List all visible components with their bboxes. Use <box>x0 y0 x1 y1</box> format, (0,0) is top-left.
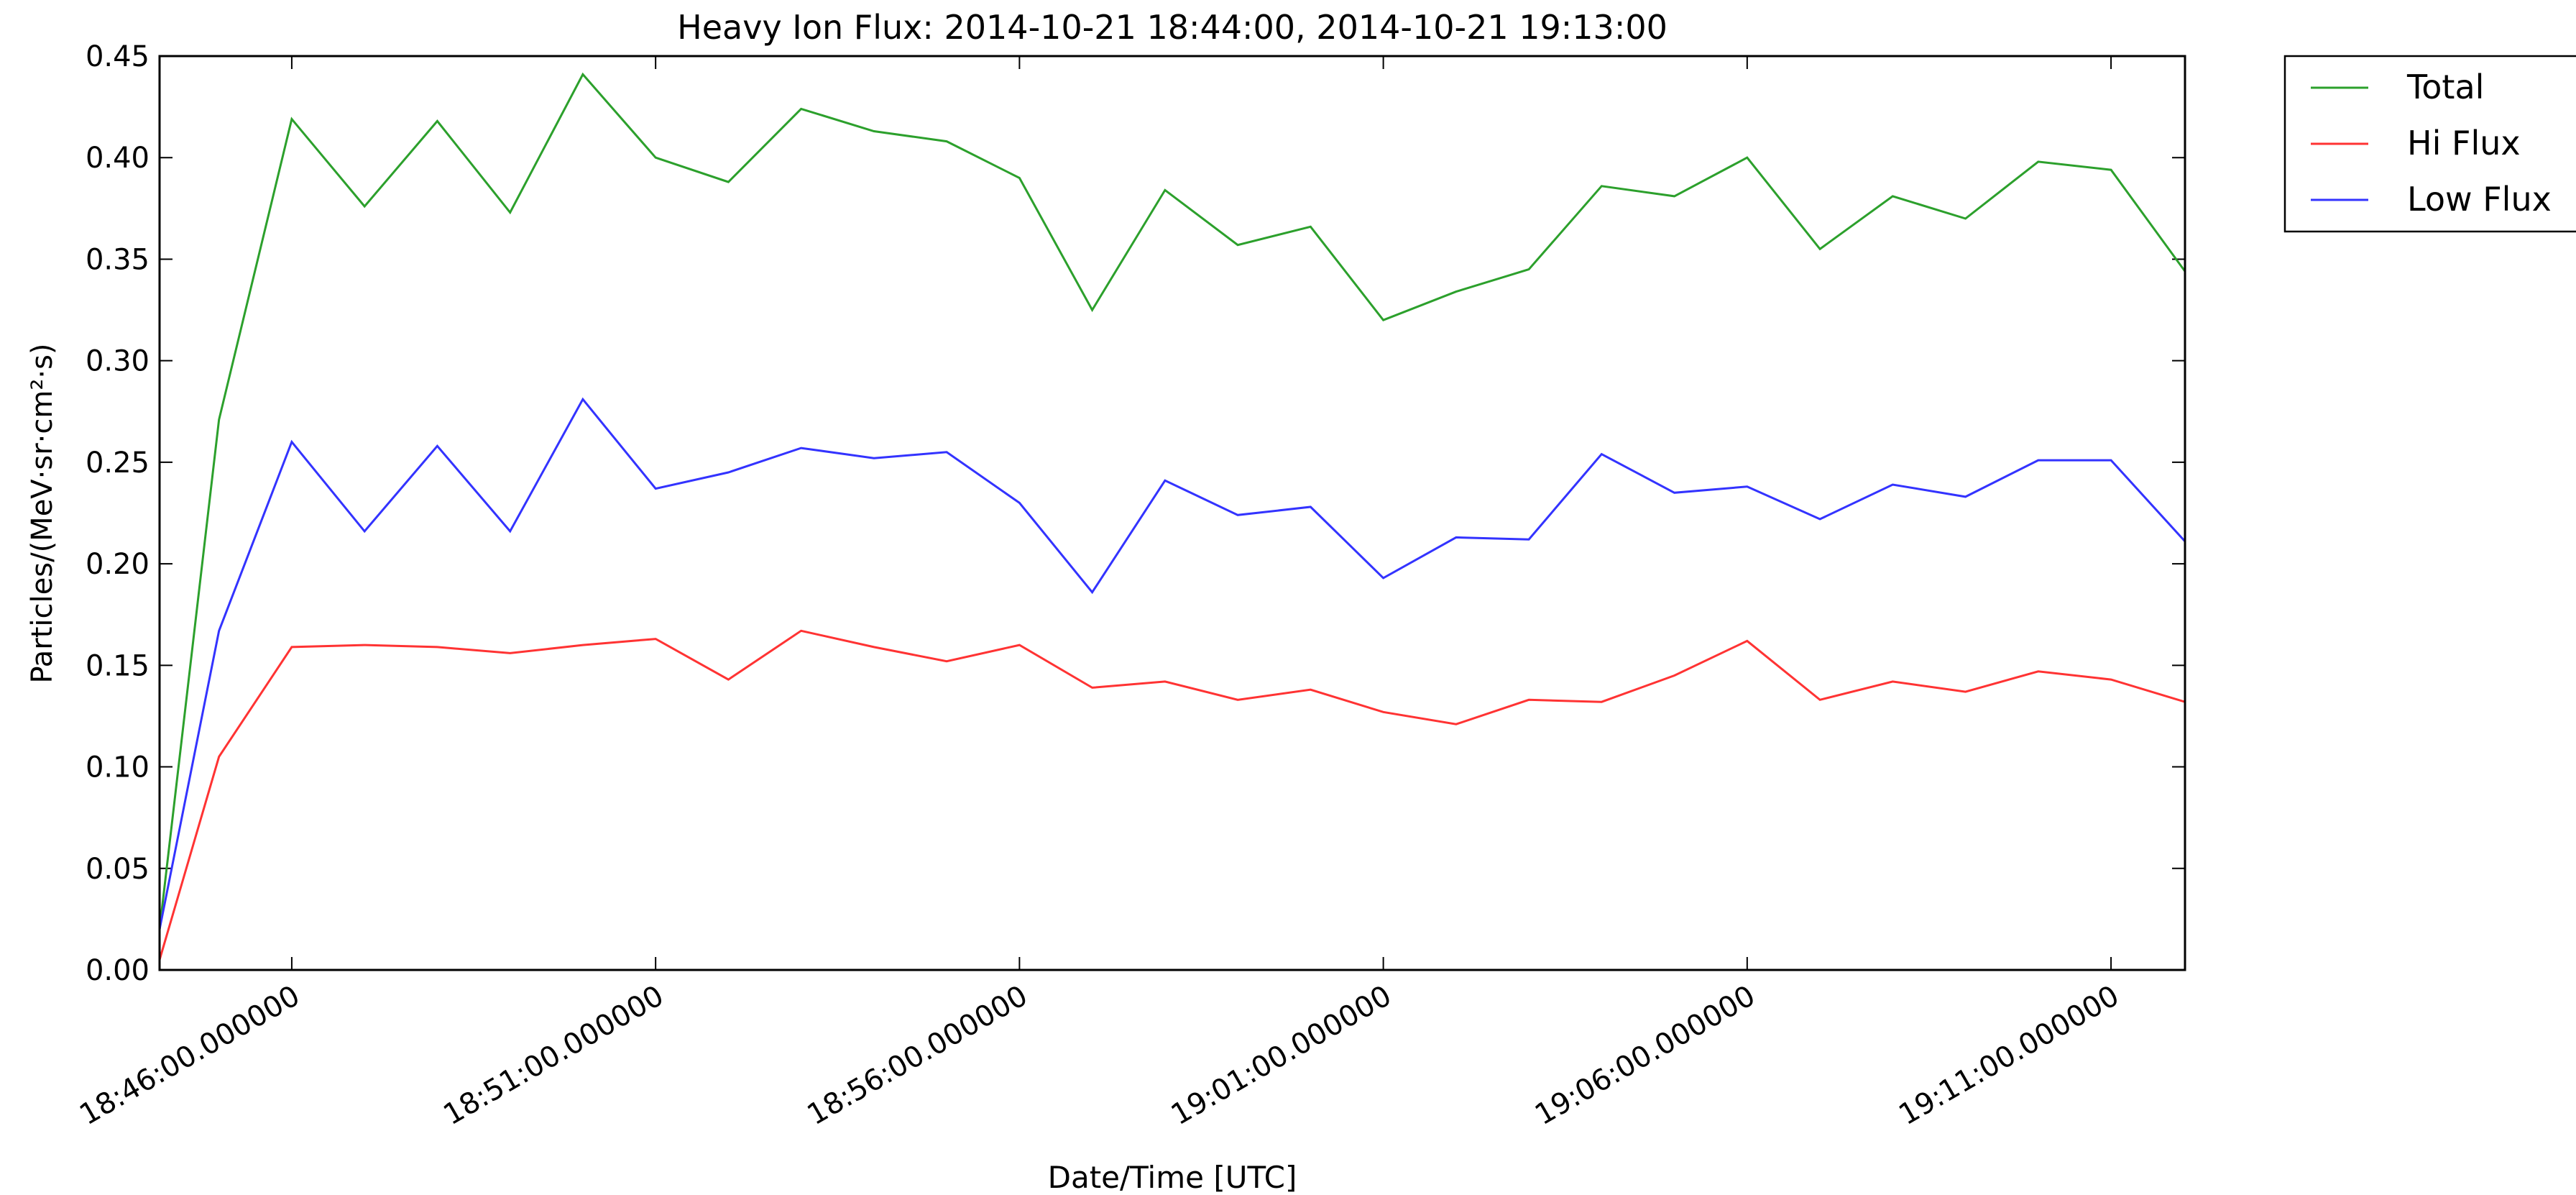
legend-label: Low Flux <box>2407 180 2552 219</box>
y-tick-label: 0.25 <box>86 447 150 480</box>
y-tick-label: 0.10 <box>86 751 150 784</box>
y-tick-label: 0.30 <box>86 345 150 378</box>
line-series <box>160 629 2185 961</box>
chart-title: Heavy Ion Flux: 2014-10-21 18:44:00, 201… <box>677 8 1668 47</box>
y-tick-label: 0.20 <box>86 548 150 581</box>
legend-label: Total <box>2406 68 2484 106</box>
legend-label: Hi Flux <box>2407 124 2521 162</box>
y-axis-label: Particles/(MeV·sr·cm²·s) <box>26 343 59 683</box>
y-tick-label: 0.15 <box>86 649 150 682</box>
y-tick-label: 0.05 <box>86 853 150 886</box>
y-tick-label: 0.00 <box>86 954 150 987</box>
line-series <box>160 397 2185 930</box>
y-tick-label: 0.40 <box>86 142 150 175</box>
y-tick-label: 0.35 <box>86 243 150 276</box>
plot-frame <box>158 55 2186 971</box>
y-tick-label: 0.45 <box>86 40 150 73</box>
line-series <box>160 72 2185 930</box>
x-axis-label: Date/Time [UTC] <box>1048 1160 1297 1195</box>
